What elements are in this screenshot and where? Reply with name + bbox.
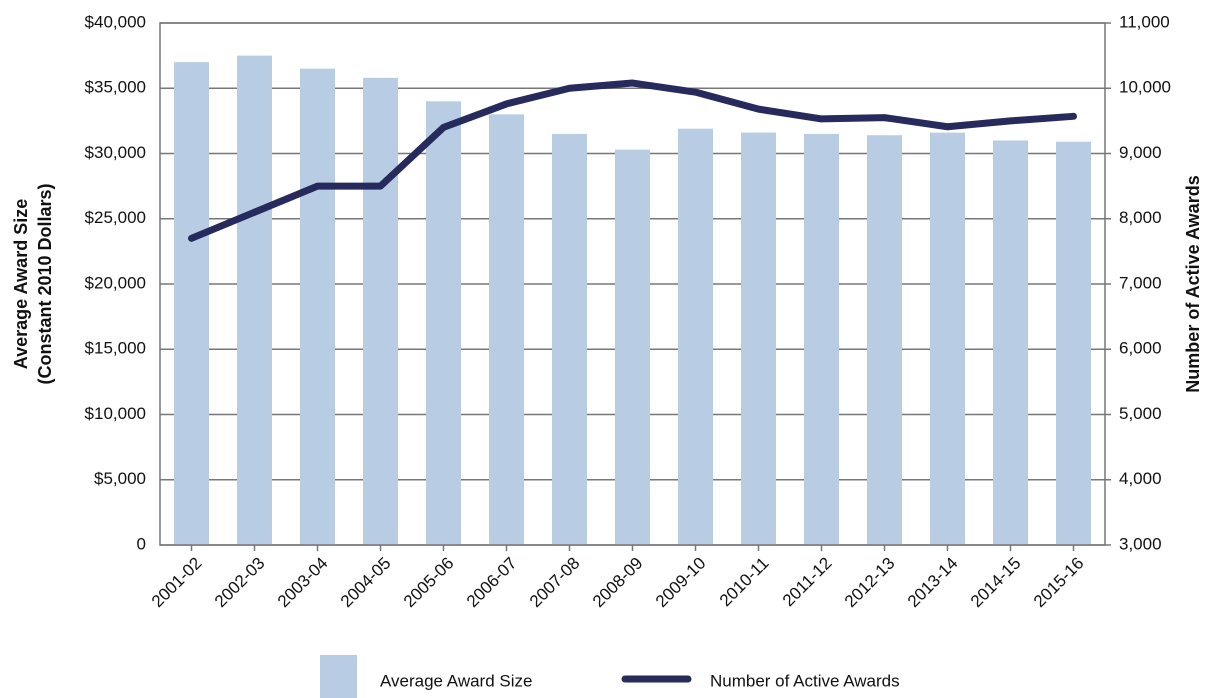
y-tick-label: $30,000: [85, 143, 146, 162]
x-tick-label: 2002-03: [211, 554, 269, 612]
bar: [804, 133, 839, 546]
bar: [426, 101, 461, 546]
bar: [300, 68, 335, 546]
y-tick-label: 0: [137, 534, 146, 553]
y2-tick-label: 11,000: [1119, 12, 1170, 31]
x-tick-label: 2015-16: [1030, 554, 1088, 612]
bar: [363, 77, 398, 545]
bar: [867, 135, 902, 546]
y-axis-title: (Constant 2010 Dollars): [35, 183, 55, 384]
y2-tick-label: 5,000: [1119, 404, 1162, 423]
x-tick-label: 2012-13: [841, 554, 899, 612]
y2-tick-label: 3,000: [1119, 534, 1162, 553]
y-tick-label: $10,000: [85, 404, 146, 423]
legend-label: Average Award Size: [380, 671, 532, 690]
y2-tick-label: 9,000: [1119, 143, 1162, 162]
legend-label: Number of Active Awards: [710, 671, 900, 690]
bar: [615, 149, 650, 545]
bar: [552, 133, 587, 546]
x-tick-label: 2006-07: [463, 554, 521, 612]
bar: [930, 132, 965, 545]
bar: [993, 140, 1028, 545]
y-tick-label: $25,000: [85, 208, 146, 227]
x-tick-label: 2001-02: [148, 554, 206, 612]
legend-swatch: [320, 655, 357, 698]
y-axis-title: Average Award Size: [11, 199, 31, 369]
y2-tick-label: 10,000: [1119, 78, 1171, 97]
x-tick-label: 2005-06: [400, 554, 458, 612]
y2-tick-label: 4,000: [1119, 469, 1162, 488]
y-tick-label: $35,000: [85, 78, 146, 97]
x-tick-label: 2014-15: [967, 554, 1025, 612]
y-tick-label: $40,000: [85, 12, 146, 31]
x-tick-label: 2009-10: [652, 554, 710, 612]
y2-tick-label: 7,000: [1119, 273, 1162, 292]
line: [188, 79, 1077, 242]
bar: [174, 62, 209, 546]
bar: [489, 114, 524, 545]
bar: [237, 55, 272, 545]
bar: [678, 128, 713, 545]
y-tick-label: $15,000: [85, 339, 146, 358]
x-tick-label: 2003-04: [274, 554, 332, 612]
y2-tick-label: 6,000: [1119, 339, 1162, 358]
bar: [1056, 141, 1091, 545]
y-tick-label: $5,000: [94, 469, 146, 488]
bar: [741, 132, 776, 545]
x-tick-label: 2004-05: [337, 554, 395, 612]
y2-axis-title: Number of Active Awards: [1183, 175, 1203, 392]
y-tick-label: $20,000: [85, 273, 146, 292]
x-tick-label: 2007-08: [526, 554, 584, 612]
y2-tick-label: 8,000: [1119, 208, 1162, 227]
x-tick-label: 2013-14: [904, 554, 962, 612]
x-tick-label: 2008-09: [589, 554, 647, 612]
x-tick-label: 2011-12: [779, 554, 836, 611]
x-tick-label: 2010-11: [716, 554, 773, 611]
